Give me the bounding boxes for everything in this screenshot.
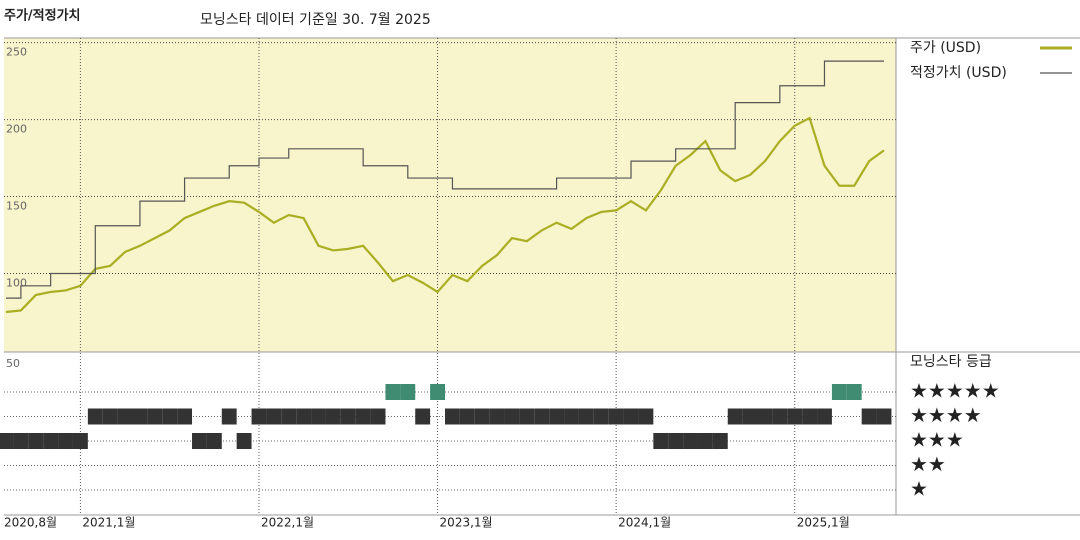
chart-title: 주가/적정가치 (4, 8, 81, 24)
rating-bar (772, 408, 788, 425)
rating-bar (251, 408, 267, 425)
rating-bar (459, 408, 475, 425)
rating-bar (549, 408, 565, 425)
rating-bar (370, 408, 386, 425)
rating-level: ★★★ (910, 428, 964, 452)
rating-bar (742, 408, 758, 425)
rating-bar (162, 408, 178, 425)
rating-bar (13, 433, 29, 449)
rating-level: ★ (910, 477, 928, 501)
legend-label: 적정가치 (USD) (910, 65, 1007, 81)
rating-bar (281, 408, 297, 425)
rating-bar (638, 408, 654, 425)
x-tick-label: 2020,8월 (4, 516, 57, 530)
rating-bar (385, 384, 401, 400)
rating-bar (236, 433, 252, 449)
rating-bar (578, 408, 594, 425)
series-line (6, 60, 884, 299)
rating-bar (221, 408, 237, 425)
rating-bar (58, 433, 73, 449)
rating-bar (757, 408, 773, 425)
rating-bar (712, 433, 728, 449)
rating-bar (340, 408, 356, 425)
rating-bar (192, 433, 207, 449)
rating-bar (653, 433, 669, 449)
rating-level: ★★★★ (910, 403, 982, 427)
rating-bar (0, 433, 14, 449)
rating-bar (311, 408, 326, 425)
rating-bar (117, 408, 133, 425)
rating-bar (102, 408, 118, 425)
chart-subtitle: 모닝스타 데이터 기준일 30. 7월 2025 (200, 12, 431, 28)
x-tick-label: 2023,1월 (440, 516, 493, 530)
rating-bar (697, 433, 713, 449)
rating-bar (43, 433, 59, 449)
rating-bar (28, 433, 44, 449)
legend-label: 주가 (USD) (910, 40, 981, 56)
rating-bar (72, 433, 88, 449)
rating-bar (831, 384, 847, 400)
rating-bar (846, 384, 862, 400)
x-tick-label: 2024,1월 (618, 516, 671, 530)
rating-bar (206, 433, 222, 449)
rating-bar (400, 384, 416, 400)
y-tick-label: 100 (6, 277, 27, 290)
rating-bar (608, 408, 624, 425)
rating-bar (415, 408, 431, 425)
rating-bar (861, 408, 877, 425)
rating-bar (668, 433, 684, 449)
rating-bar (296, 408, 312, 425)
rating-bar (177, 408, 193, 425)
rating-bar (727, 408, 743, 425)
rating-axis-label: 50 (6, 357, 20, 370)
rating-bar (802, 408, 818, 425)
rating-bar (445, 408, 460, 425)
rating-bar (430, 384, 445, 400)
x-tick-label: 2022,1월 (261, 516, 314, 530)
rating-bar (534, 408, 550, 425)
rating-bar (489, 408, 505, 425)
plot-background (4, 38, 896, 352)
rating-bar (147, 408, 163, 425)
rating-bar (504, 408, 520, 425)
y-tick-label: 150 (6, 200, 27, 213)
rating-level: ★★ (910, 452, 946, 476)
y-tick-label: 200 (6, 123, 27, 136)
rating-bar (787, 408, 803, 425)
rating-bar (325, 408, 341, 425)
rating-level: ★★★★★ (910, 379, 1000, 403)
series-line (5, 116, 885, 314)
rating-bar (355, 408, 371, 425)
rating-bar (474, 408, 490, 425)
rating-bar (132, 408, 148, 425)
frame (4, 37, 1080, 516)
rating-bar (623, 408, 639, 425)
rating-bar (519, 408, 535, 425)
x-tick-label: 2025,1월 (797, 516, 850, 530)
rating-bar (266, 408, 282, 425)
rating-bar (564, 408, 579, 425)
rating-bar (817, 408, 832, 425)
rating-title: 모닝스타 등급 (910, 354, 992, 370)
rating-bar (593, 408, 609, 425)
rating-bar (876, 408, 892, 425)
x-tick-label: 2021,1월 (82, 516, 135, 530)
y-tick-label: 250 (6, 46, 27, 59)
rating-bar (87, 408, 103, 425)
rating-bar (683, 433, 698, 449)
